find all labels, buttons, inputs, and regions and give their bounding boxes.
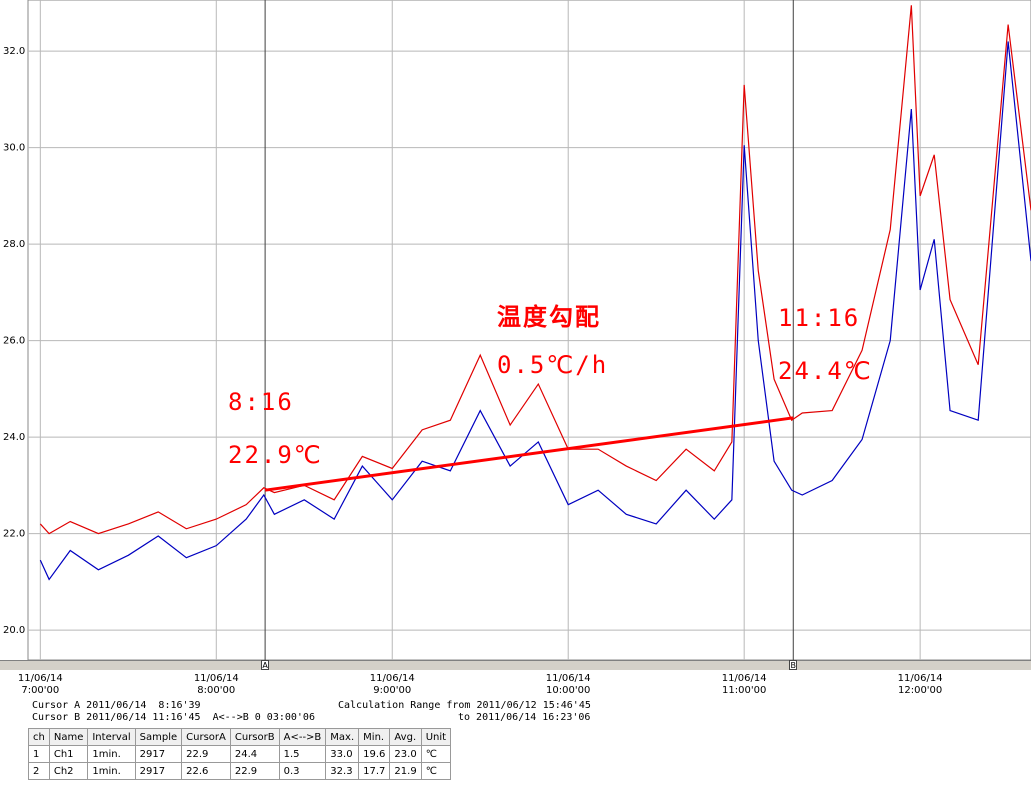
column-header[interactable]: Interval xyxy=(87,728,136,746)
cursor-marker[interactable]: A xyxy=(261,660,270,670)
x-tick-label: 11/06/14 8:00'00 xyxy=(193,673,239,696)
annotation: 22.9℃ xyxy=(228,441,323,469)
x-tick-label: 11/06/14 12:00'00 xyxy=(897,673,943,696)
annotation: 11:16 xyxy=(778,304,861,332)
range-info: Calculation Range from 2011/06/12 15:46'… xyxy=(338,700,591,711)
column-header[interactable]: A<-->B xyxy=(278,728,327,746)
table-cell: 0.3 xyxy=(278,762,327,780)
column-header[interactable]: CursorB xyxy=(229,728,280,746)
x-tick-label: 11/06/14 9:00'00 xyxy=(369,673,415,696)
table-cell: 22.9 xyxy=(229,762,280,780)
annotation: 8:16 xyxy=(228,388,294,416)
stats-table: ch Name Interval Sample CursorA CursorB A<-->B… xyxy=(28,728,452,780)
table-cell: 22.9 xyxy=(181,745,231,763)
table-cell: ℃ xyxy=(420,762,452,780)
y-tick-label: 26.0 xyxy=(3,336,25,347)
table-cell: 1min. xyxy=(87,745,136,763)
table-cell: 2917 xyxy=(134,762,183,780)
table-cell: Ch2 xyxy=(48,762,89,780)
table-cell: ℃ xyxy=(420,745,452,763)
table-row[interactable]: 2 Ch2 1min. 2917 22.6 22.9 0.3 32.3 17.7 21.9 ℃ xyxy=(28,762,452,780)
table-cell: 33.0 xyxy=(325,745,360,763)
table-cell: 24.4 xyxy=(229,745,280,763)
table-cell: 1 xyxy=(28,745,50,763)
scrollbar[interactable] xyxy=(0,660,1031,670)
x-tick-label: 11/06/14 11:00'00 xyxy=(721,673,767,696)
table-header: ch Name Interval Sample CursorA CursorB A<-->B… xyxy=(28,728,452,746)
table-cell: 32.3 xyxy=(325,762,360,780)
table-cell: 22.6 xyxy=(181,762,231,780)
column-header[interactable]: Name xyxy=(48,728,89,746)
y-tick-label: 24.0 xyxy=(3,432,25,443)
cursor-marker[interactable]: B xyxy=(789,660,798,670)
table-cell: 2 xyxy=(28,762,50,780)
x-tick-label: 11/06/14 7:00'00 xyxy=(17,673,63,696)
chart: 20.0 22.0 24.0 26.0 28.0 30.0 32.0 xyxy=(3,0,1031,660)
table-cell: Ch1 xyxy=(48,745,89,763)
column-header[interactable]: Sample xyxy=(134,728,183,746)
series-line xyxy=(39,5,1031,535)
table-cell: 19.6 xyxy=(358,745,391,763)
column-header[interactable]: Min. xyxy=(358,728,391,746)
column-header[interactable]: Max. xyxy=(325,728,360,746)
annotation: 24.4℃ xyxy=(778,357,873,385)
y-tick-label: 22.0 xyxy=(3,529,25,540)
trend-line xyxy=(264,416,794,492)
column-header[interactable]: ch xyxy=(28,728,50,746)
table-cell: 2917 xyxy=(134,745,183,763)
table-cell: 23.0 xyxy=(389,745,422,763)
y-tick-label: 28.0 xyxy=(3,239,25,250)
annotation: 温度勾配 xyxy=(497,303,601,331)
table-cell: 17.7 xyxy=(358,762,391,780)
series-line xyxy=(39,41,1031,581)
column-header[interactable]: Avg. xyxy=(389,728,422,746)
column-header[interactable]: CursorA xyxy=(181,728,231,746)
cursor-info: Cursor A 2011/06/14 8:16'39 xyxy=(32,700,201,711)
y-tick-label: 30.0 xyxy=(3,143,25,154)
plot-area xyxy=(27,0,1031,660)
cursor-info: Cursor B 2011/06/14 11:16'45 A<-->B 0 03… xyxy=(32,712,315,723)
table-cell: 1.5 xyxy=(278,745,327,763)
table-row[interactable]: 1 Ch1 1min. 2917 22.9 24.4 1.5 33.0 19.6 23.0 ℃ xyxy=(28,745,452,763)
range-info: to 2011/06/14 16:23'06 xyxy=(458,712,591,723)
table-cell: 1min. xyxy=(87,762,136,780)
y-tick-label: 20.0 xyxy=(3,625,25,636)
y-tick-label: 32.0 xyxy=(3,46,25,57)
table-cell: 21.9 xyxy=(389,762,422,780)
x-tick-label: 11/06/14 10:00'00 xyxy=(545,673,591,696)
column-header[interactable]: Unit xyxy=(420,728,452,746)
annotation: 0.5℃/h xyxy=(497,351,609,379)
